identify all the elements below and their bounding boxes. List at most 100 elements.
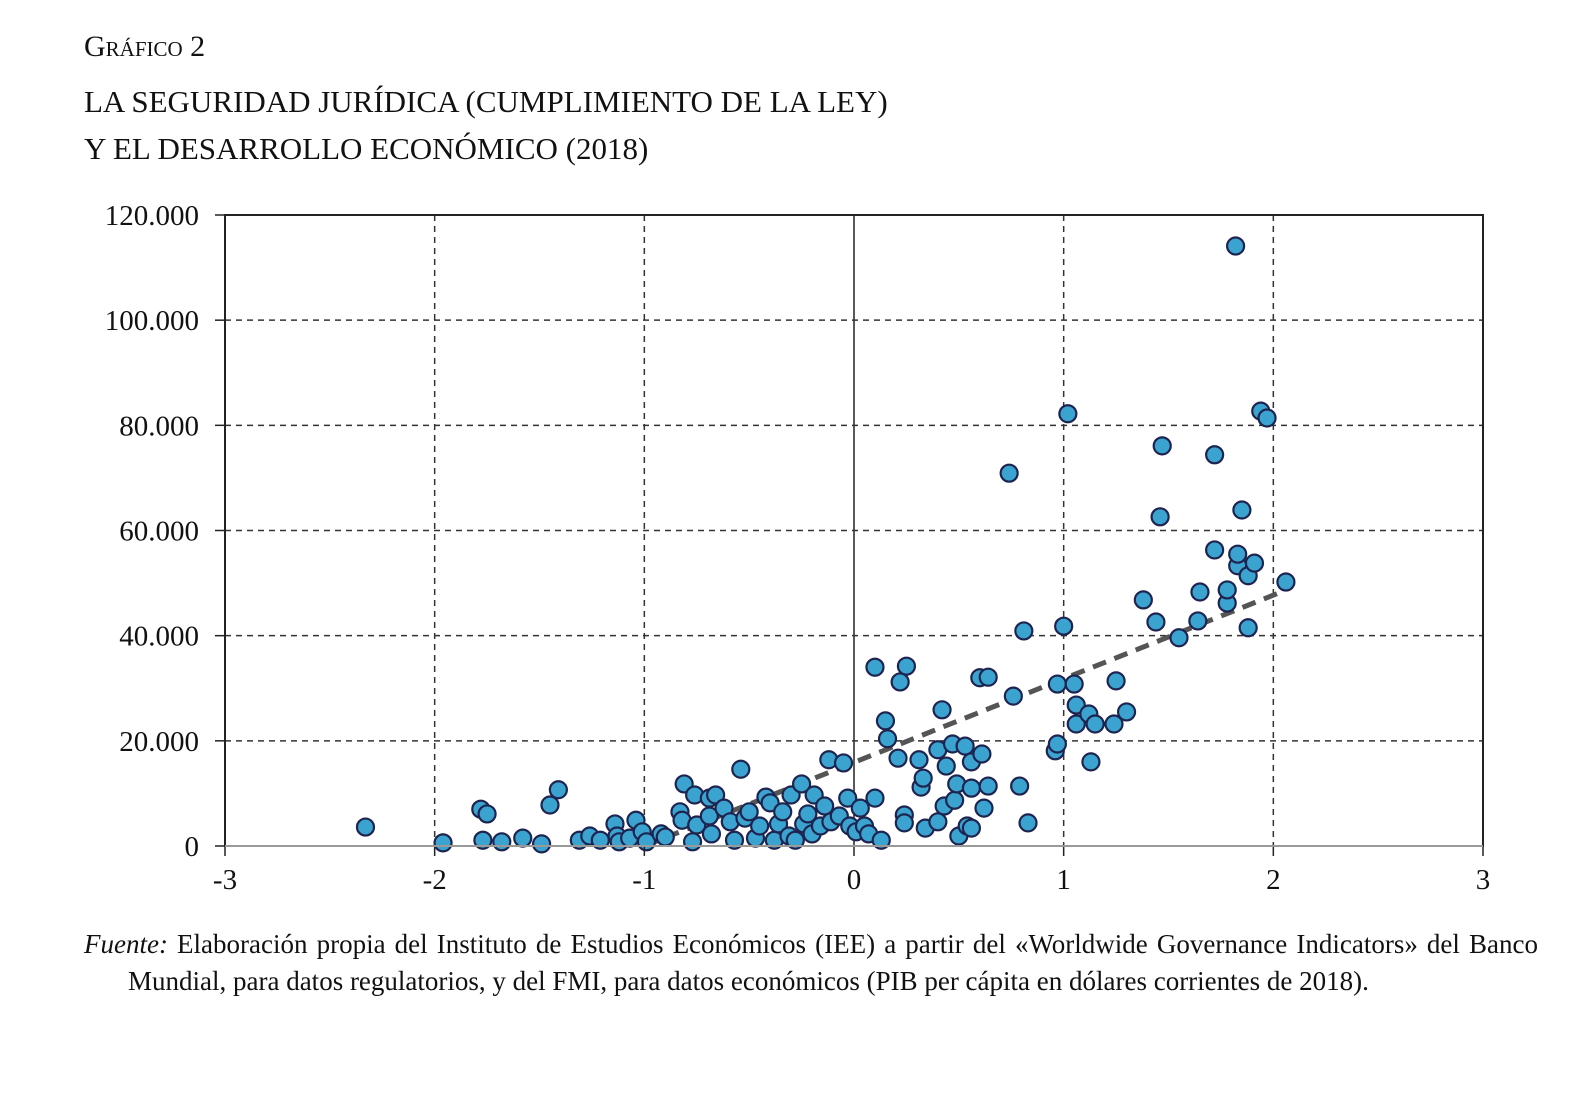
data-point — [750, 816, 770, 836]
data-point — [1244, 553, 1265, 573]
figure-label: Gráfico 2 — [84, 30, 206, 63]
data-point — [1106, 671, 1126, 691]
chart-title-line-2: Y EL DESARROLLO ECONÓMICO (2018) — [84, 131, 649, 166]
data-point — [1054, 616, 1074, 636]
data-point — [699, 806, 719, 826]
data-point — [909, 750, 929, 770]
data-point — [1169, 628, 1189, 648]
data-point — [838, 788, 858, 808]
data-point — [890, 672, 910, 692]
data-point — [1276, 572, 1296, 592]
data-point — [1064, 674, 1084, 694]
data-point — [1150, 507, 1170, 527]
data-point — [1047, 734, 1067, 754]
data-point — [724, 830, 745, 850]
x-tick-label: 3 — [1476, 864, 1491, 896]
trendline-group — [643, 588, 1285, 849]
x-tick-label: -3 — [213, 864, 237, 896]
data-points — [355, 236, 1296, 854]
data-point — [1217, 580, 1237, 600]
data-point — [1116, 702, 1137, 722]
data-point — [1081, 752, 1101, 772]
data-point — [999, 463, 1019, 483]
trendline — [643, 588, 1285, 849]
y-tick-label: 120.000 — [105, 200, 199, 232]
data-point — [913, 768, 933, 788]
x-tick-label: 1 — [1056, 864, 1071, 896]
data-point — [1188, 611, 1208, 631]
data-point — [1232, 500, 1252, 520]
y-tick-label: 100.000 — [105, 305, 199, 337]
data-point — [540, 795, 560, 815]
data-point — [877, 729, 898, 749]
source-text: Elaboración propia del Instituto de Estu… — [128, 929, 1538, 996]
x-tick-label: -2 — [423, 864, 447, 896]
data-point — [433, 833, 453, 853]
data-point — [961, 778, 982, 798]
data-point — [1010, 776, 1030, 796]
data-point — [531, 834, 552, 854]
data-point — [1225, 236, 1246, 256]
data-point — [1190, 582, 1210, 602]
source-note: Fuente: Elaboración propia del Instituto… — [84, 926, 1538, 1000]
data-point — [1066, 714, 1086, 734]
chart-title-line-1: LA SEGURIDAD JURÍDICA (CUMPLIMIENTO DE L… — [84, 84, 888, 119]
data-point — [974, 798, 994, 818]
data-point — [1205, 445, 1225, 465]
data-point — [894, 813, 914, 833]
data-point — [850, 798, 870, 818]
data-point — [978, 667, 998, 687]
x-tick-label: 2 — [1266, 864, 1281, 896]
y-tick-label: 80.000 — [119, 410, 199, 442]
data-point — [798, 804, 818, 824]
data-point — [888, 748, 908, 768]
data-point — [548, 780, 568, 800]
data-point — [739, 802, 759, 822]
data-point — [833, 753, 854, 773]
data-point — [473, 830, 493, 850]
data-point — [1257, 408, 1277, 428]
y-tick-label: 20.000 — [119, 726, 199, 758]
data-point — [1014, 621, 1034, 641]
data-point — [731, 759, 751, 779]
data-point — [492, 832, 512, 852]
data-point — [355, 817, 376, 837]
data-point — [865, 657, 885, 677]
data-point — [1104, 714, 1124, 734]
data-point — [928, 812, 948, 832]
data-point — [972, 744, 992, 764]
data-point — [1058, 404, 1078, 424]
data-point — [871, 830, 891, 850]
data-point — [1003, 686, 1023, 706]
data-point — [1152, 436, 1172, 456]
data-point — [955, 736, 975, 756]
data-point — [1146, 612, 1166, 632]
gridlines — [225, 215, 1483, 846]
data-point — [875, 711, 896, 731]
data-point — [961, 818, 982, 838]
x-tick-label: 0 — [847, 864, 862, 896]
data-point — [815, 796, 835, 816]
data-point — [655, 827, 675, 847]
data-point — [865, 788, 885, 808]
data-point — [1018, 813, 1038, 833]
data-point — [936, 756, 956, 776]
data-point — [1238, 618, 1258, 638]
source-label: Fuente: — [84, 929, 168, 959]
data-point — [513, 828, 533, 848]
y-tick-label: 40.000 — [119, 621, 199, 653]
data-point — [701, 824, 722, 844]
axes: -3 -2 -1 0 1 2 3 0 20.000 40.000 60.000 80.000 100.0… — [105, 200, 1491, 896]
data-point — [791, 774, 812, 794]
data-point — [1228, 544, 1248, 564]
data-point — [945, 790, 965, 810]
data-point — [682, 832, 703, 852]
x-tick-label: -1 — [632, 864, 656, 896]
data-point — [477, 804, 497, 824]
data-point — [1085, 714, 1105, 734]
data-point — [932, 700, 952, 720]
data-point — [785, 830, 805, 850]
data-point — [1133, 590, 1153, 610]
y-tick-label: 0 — [185, 831, 200, 863]
scatter-chart: -3 -2 -1 0 1 2 3 0 20.000 40.000 60.000 80.000 100.0… — [105, 200, 1491, 896]
